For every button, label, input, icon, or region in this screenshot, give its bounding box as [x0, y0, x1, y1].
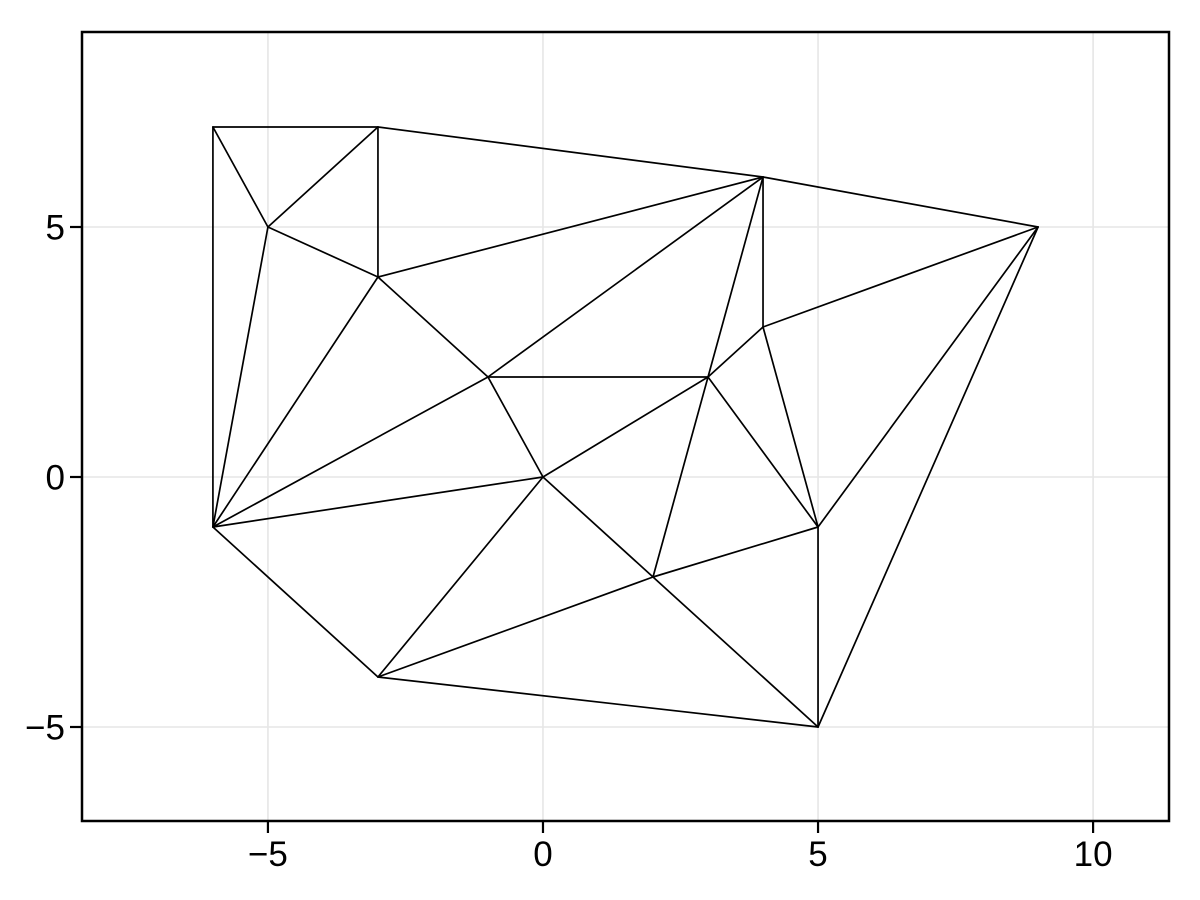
mesh-edge [652, 576, 819, 728]
axis-ticks [70, 225, 1095, 833]
mesh-edge [762, 176, 1039, 228]
mesh-edge [487, 176, 764, 378]
mesh-edge [377, 276, 489, 378]
mesh-edge [267, 226, 379, 278]
grid-lines [83, 33, 1168, 820]
mesh-edge [212, 276, 379, 528]
tick-labels: −5 0 5 10 −5 0 5 [25, 209, 1112, 875]
mesh-edge [487, 376, 544, 478]
y-tick-label: −5 [25, 709, 65, 748]
mesh-edge [377, 476, 544, 678]
mesh-edge [762, 326, 819, 528]
mesh-edge [267, 126, 379, 228]
x-tick-label: −5 [248, 835, 288, 874]
mesh-edge [707, 176, 764, 378]
mesh-edges [212, 126, 1039, 728]
y-tick-label: 0 [46, 459, 65, 498]
mesh-edge [707, 326, 764, 378]
mesh-edge [542, 376, 709, 478]
mesh-edge [652, 376, 709, 578]
mesh-edge [377, 176, 764, 278]
mesh-edge [542, 476, 654, 578]
mesh-edge [707, 376, 819, 528]
y-tick-label: 5 [46, 209, 65, 248]
x-tick-label: 10 [1074, 835, 1113, 874]
x-tick-label: 5 [808, 835, 827, 874]
mesh-edge [762, 226, 1039, 328]
plot-frame-group [80, 30, 1171, 823]
mesh-edge [817, 226, 1039, 728]
mesh-edge [652, 526, 819, 578]
x-tick-label: 0 [533, 835, 552, 874]
mesh-edge [212, 126, 269, 228]
mesh-edge [212, 226, 269, 528]
mesh-edge [817, 226, 1039, 528]
mesh-edge [212, 376, 489, 528]
mesh-edge [377, 576, 654, 678]
mesh-edge [212, 476, 544, 528]
plot-frame [80, 30, 1171, 823]
mesh-edge [377, 676, 819, 728]
mesh-edge [377, 126, 764, 178]
mesh-edge [212, 526, 379, 678]
